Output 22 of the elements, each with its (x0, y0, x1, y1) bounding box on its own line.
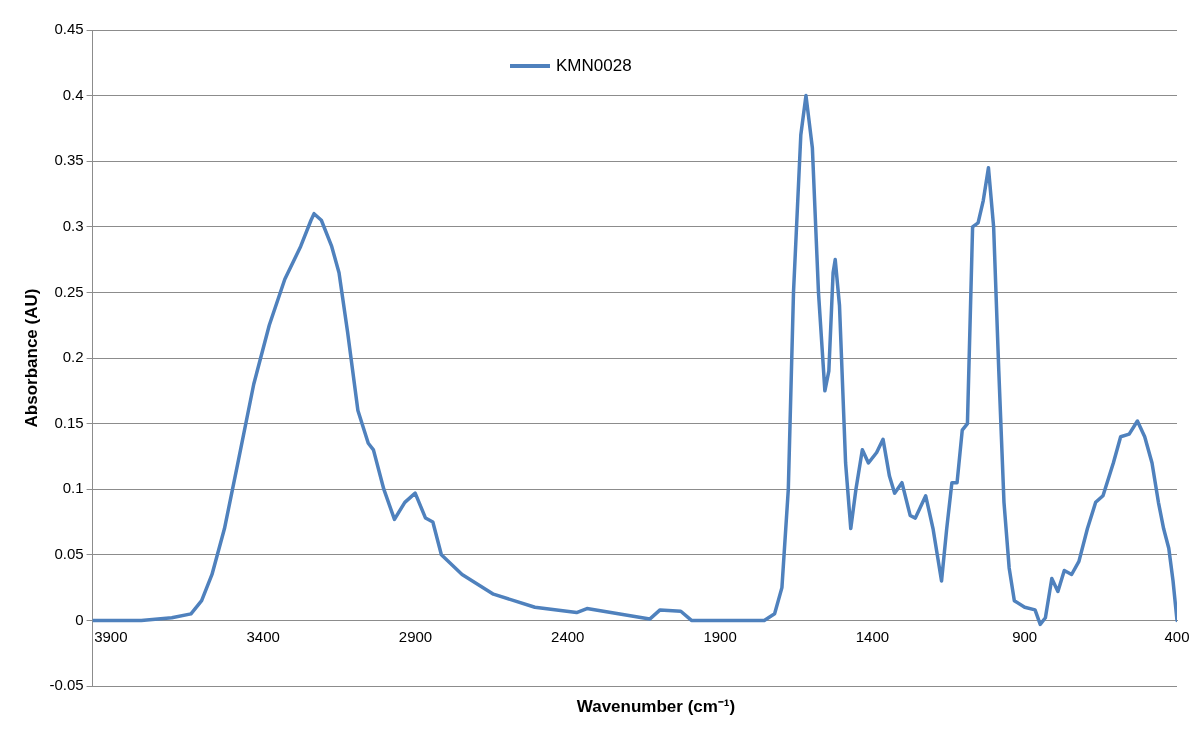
y-tick-label: 0.35 (54, 151, 84, 169)
x-tick-label: 2400 (551, 627, 585, 645)
x-tick-label: 1400 (855, 627, 890, 645)
x-axis-title: Wavenumber (cm⁻¹) (575, 696, 737, 717)
y-tick-label: 0.2 (62, 348, 84, 366)
x-tick-label: 1900 (703, 627, 737, 645)
x-tick-label: 900 (1012, 627, 1038, 645)
y-tick-label: 0.4 (62, 85, 84, 103)
y-tick-label: 0.05 (54, 544, 84, 562)
y-tick-label: 0 (75, 610, 84, 628)
x-tick-label: 2900 (398, 627, 433, 645)
y-tick-label: 0.1 (62, 479, 84, 497)
x-tick-label: 400 (1164, 627, 1190, 645)
y-axis-title: Absorbance (AU) (21, 288, 41, 428)
y-tick-label: 0.15 (54, 413, 84, 431)
y-tick-label: -0.05 (49, 676, 84, 694)
legend-label: KMN0028 (556, 56, 632, 76)
x-tick-label: 3400 (246, 627, 280, 645)
y-tick-label: 0.45 (54, 20, 84, 38)
y-tick-label: 0.3 (62, 216, 84, 234)
y-tick-label: 0.25 (54, 282, 84, 300)
x-tick-label: 3900 (94, 627, 128, 645)
